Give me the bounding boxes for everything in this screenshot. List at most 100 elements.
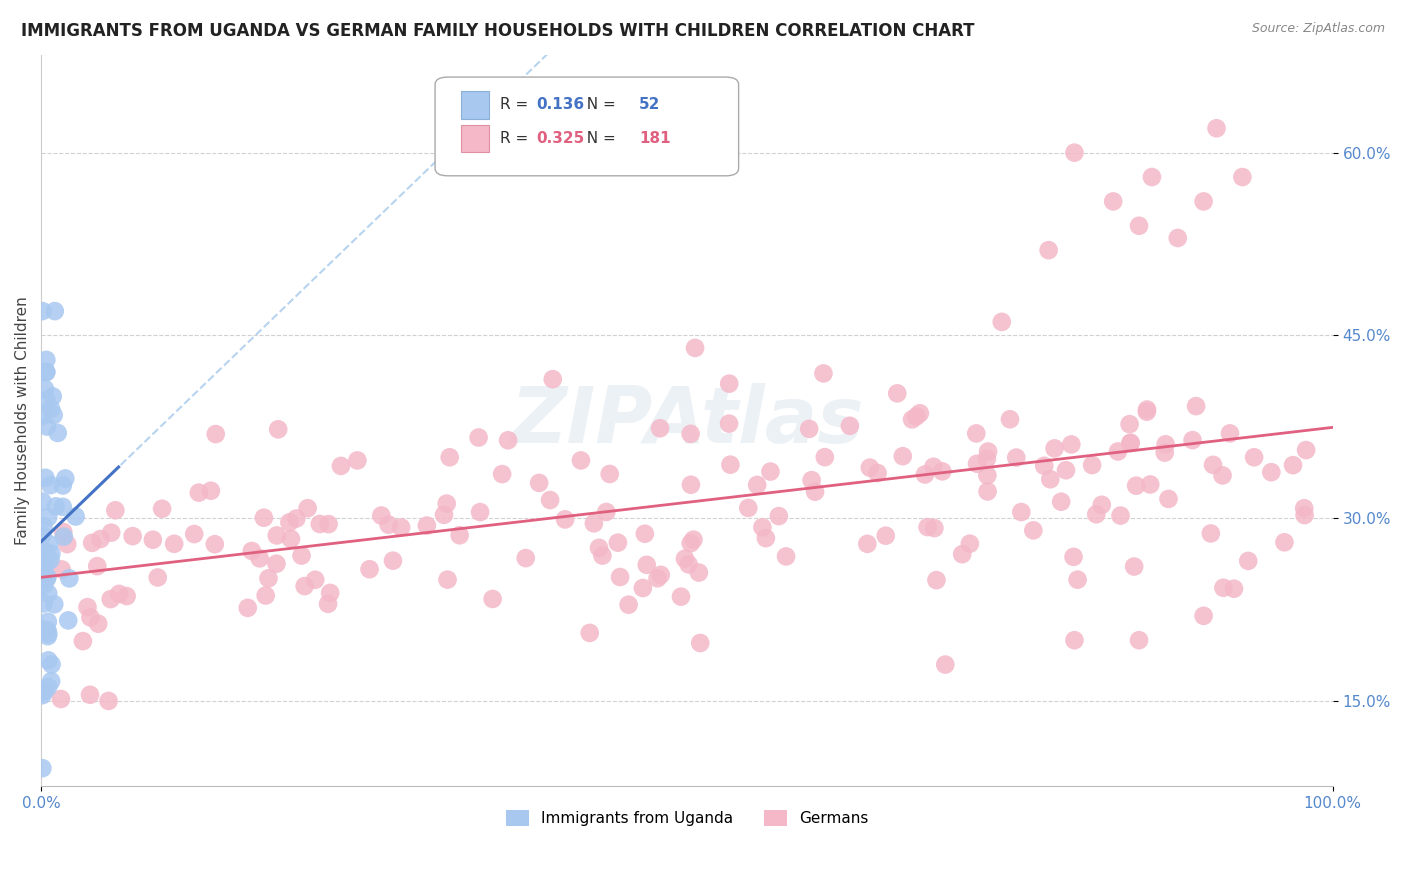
Point	[481, 591, 503, 606]
Point	[39, 674, 62, 689]
Point	[31, 494, 53, 508]
Point	[1118, 417, 1140, 432]
Point	[678, 558, 700, 572]
Point	[669, 590, 692, 604]
Point	[266, 557, 288, 571]
Point	[79, 688, 101, 702]
Point	[35, 365, 58, 379]
Point	[35, 571, 58, 585]
Point	[58, 571, 80, 585]
Point	[1081, 458, 1104, 472]
Point	[31, 528, 53, 542]
Point	[34, 382, 56, 396]
Point	[1005, 450, 1028, 465]
Point	[747, 478, 769, 492]
Point	[650, 567, 672, 582]
Point	[104, 503, 127, 517]
Point	[648, 421, 671, 435]
Point	[1128, 633, 1150, 648]
Point	[44, 597, 66, 611]
Point	[51, 562, 73, 576]
Point	[679, 477, 702, 491]
Point	[382, 554, 405, 568]
Point	[1102, 194, 1125, 209]
Point	[554, 512, 576, 526]
Point	[679, 536, 702, 550]
Point	[976, 468, 998, 483]
Text: N =: N =	[576, 97, 621, 112]
Point	[1223, 582, 1246, 596]
Point	[515, 551, 537, 566]
Point	[52, 530, 75, 544]
Point	[266, 528, 288, 542]
Point	[683, 341, 706, 355]
Point	[41, 657, 63, 672]
Point	[673, 551, 696, 566]
Point	[52, 524, 75, 539]
Point	[1192, 194, 1215, 209]
Point	[1039, 472, 1062, 486]
Point	[37, 615, 59, 629]
Point	[588, 541, 610, 555]
Point	[799, 422, 821, 436]
Point	[1050, 494, 1073, 508]
Point	[35, 352, 58, 367]
Point	[44, 304, 66, 318]
Point	[32, 596, 55, 610]
FancyBboxPatch shape	[461, 125, 489, 153]
Point	[100, 525, 122, 540]
Point	[599, 467, 621, 481]
Point	[688, 566, 710, 580]
Point	[859, 460, 882, 475]
Point	[924, 521, 946, 535]
Point	[65, 509, 87, 524]
Point	[304, 573, 326, 587]
Point	[100, 592, 122, 607]
Point	[35, 365, 58, 379]
Text: IMMIGRANTS FROM UGANDA VS GERMAN FAMILY HOUSEHOLDS WITH CHILDREN CORRELATION CHA: IMMIGRANTS FROM UGANDA VS GERMAN FAMILY …	[21, 22, 974, 40]
Point	[37, 626, 59, 640]
Point	[1109, 508, 1132, 523]
Point	[308, 516, 330, 531]
Point	[718, 417, 741, 431]
Text: ZIPAtlas: ZIPAtlas	[510, 383, 863, 458]
Point	[908, 406, 931, 420]
Point	[204, 427, 226, 442]
Point	[249, 551, 271, 566]
Point	[37, 586, 59, 600]
Point	[31, 761, 53, 775]
Point	[439, 450, 461, 465]
Point	[253, 510, 276, 524]
Point	[52, 478, 75, 492]
Point	[856, 537, 879, 551]
Point	[86, 559, 108, 574]
Point	[236, 600, 259, 615]
Point	[1199, 526, 1222, 541]
Point	[32, 578, 55, 592]
Point	[1063, 145, 1085, 160]
Point	[591, 549, 613, 563]
Point	[1022, 524, 1045, 538]
Point	[1119, 436, 1142, 450]
Point	[1295, 443, 1317, 458]
Point	[891, 449, 914, 463]
Point	[285, 511, 308, 525]
Point	[290, 549, 312, 563]
Point	[1139, 477, 1161, 491]
Point	[35, 556, 58, 570]
Point	[359, 562, 381, 576]
Point	[150, 501, 173, 516]
Point	[280, 532, 302, 546]
Point	[200, 483, 222, 498]
Point	[1185, 399, 1208, 413]
Point	[582, 516, 605, 531]
Point	[31, 409, 53, 423]
Point	[146, 570, 169, 584]
Point	[79, 610, 101, 624]
Point	[319, 586, 342, 600]
Point	[679, 426, 702, 441]
Point	[977, 444, 1000, 458]
Point	[1282, 458, 1305, 472]
Point	[108, 587, 131, 601]
Point	[813, 367, 835, 381]
